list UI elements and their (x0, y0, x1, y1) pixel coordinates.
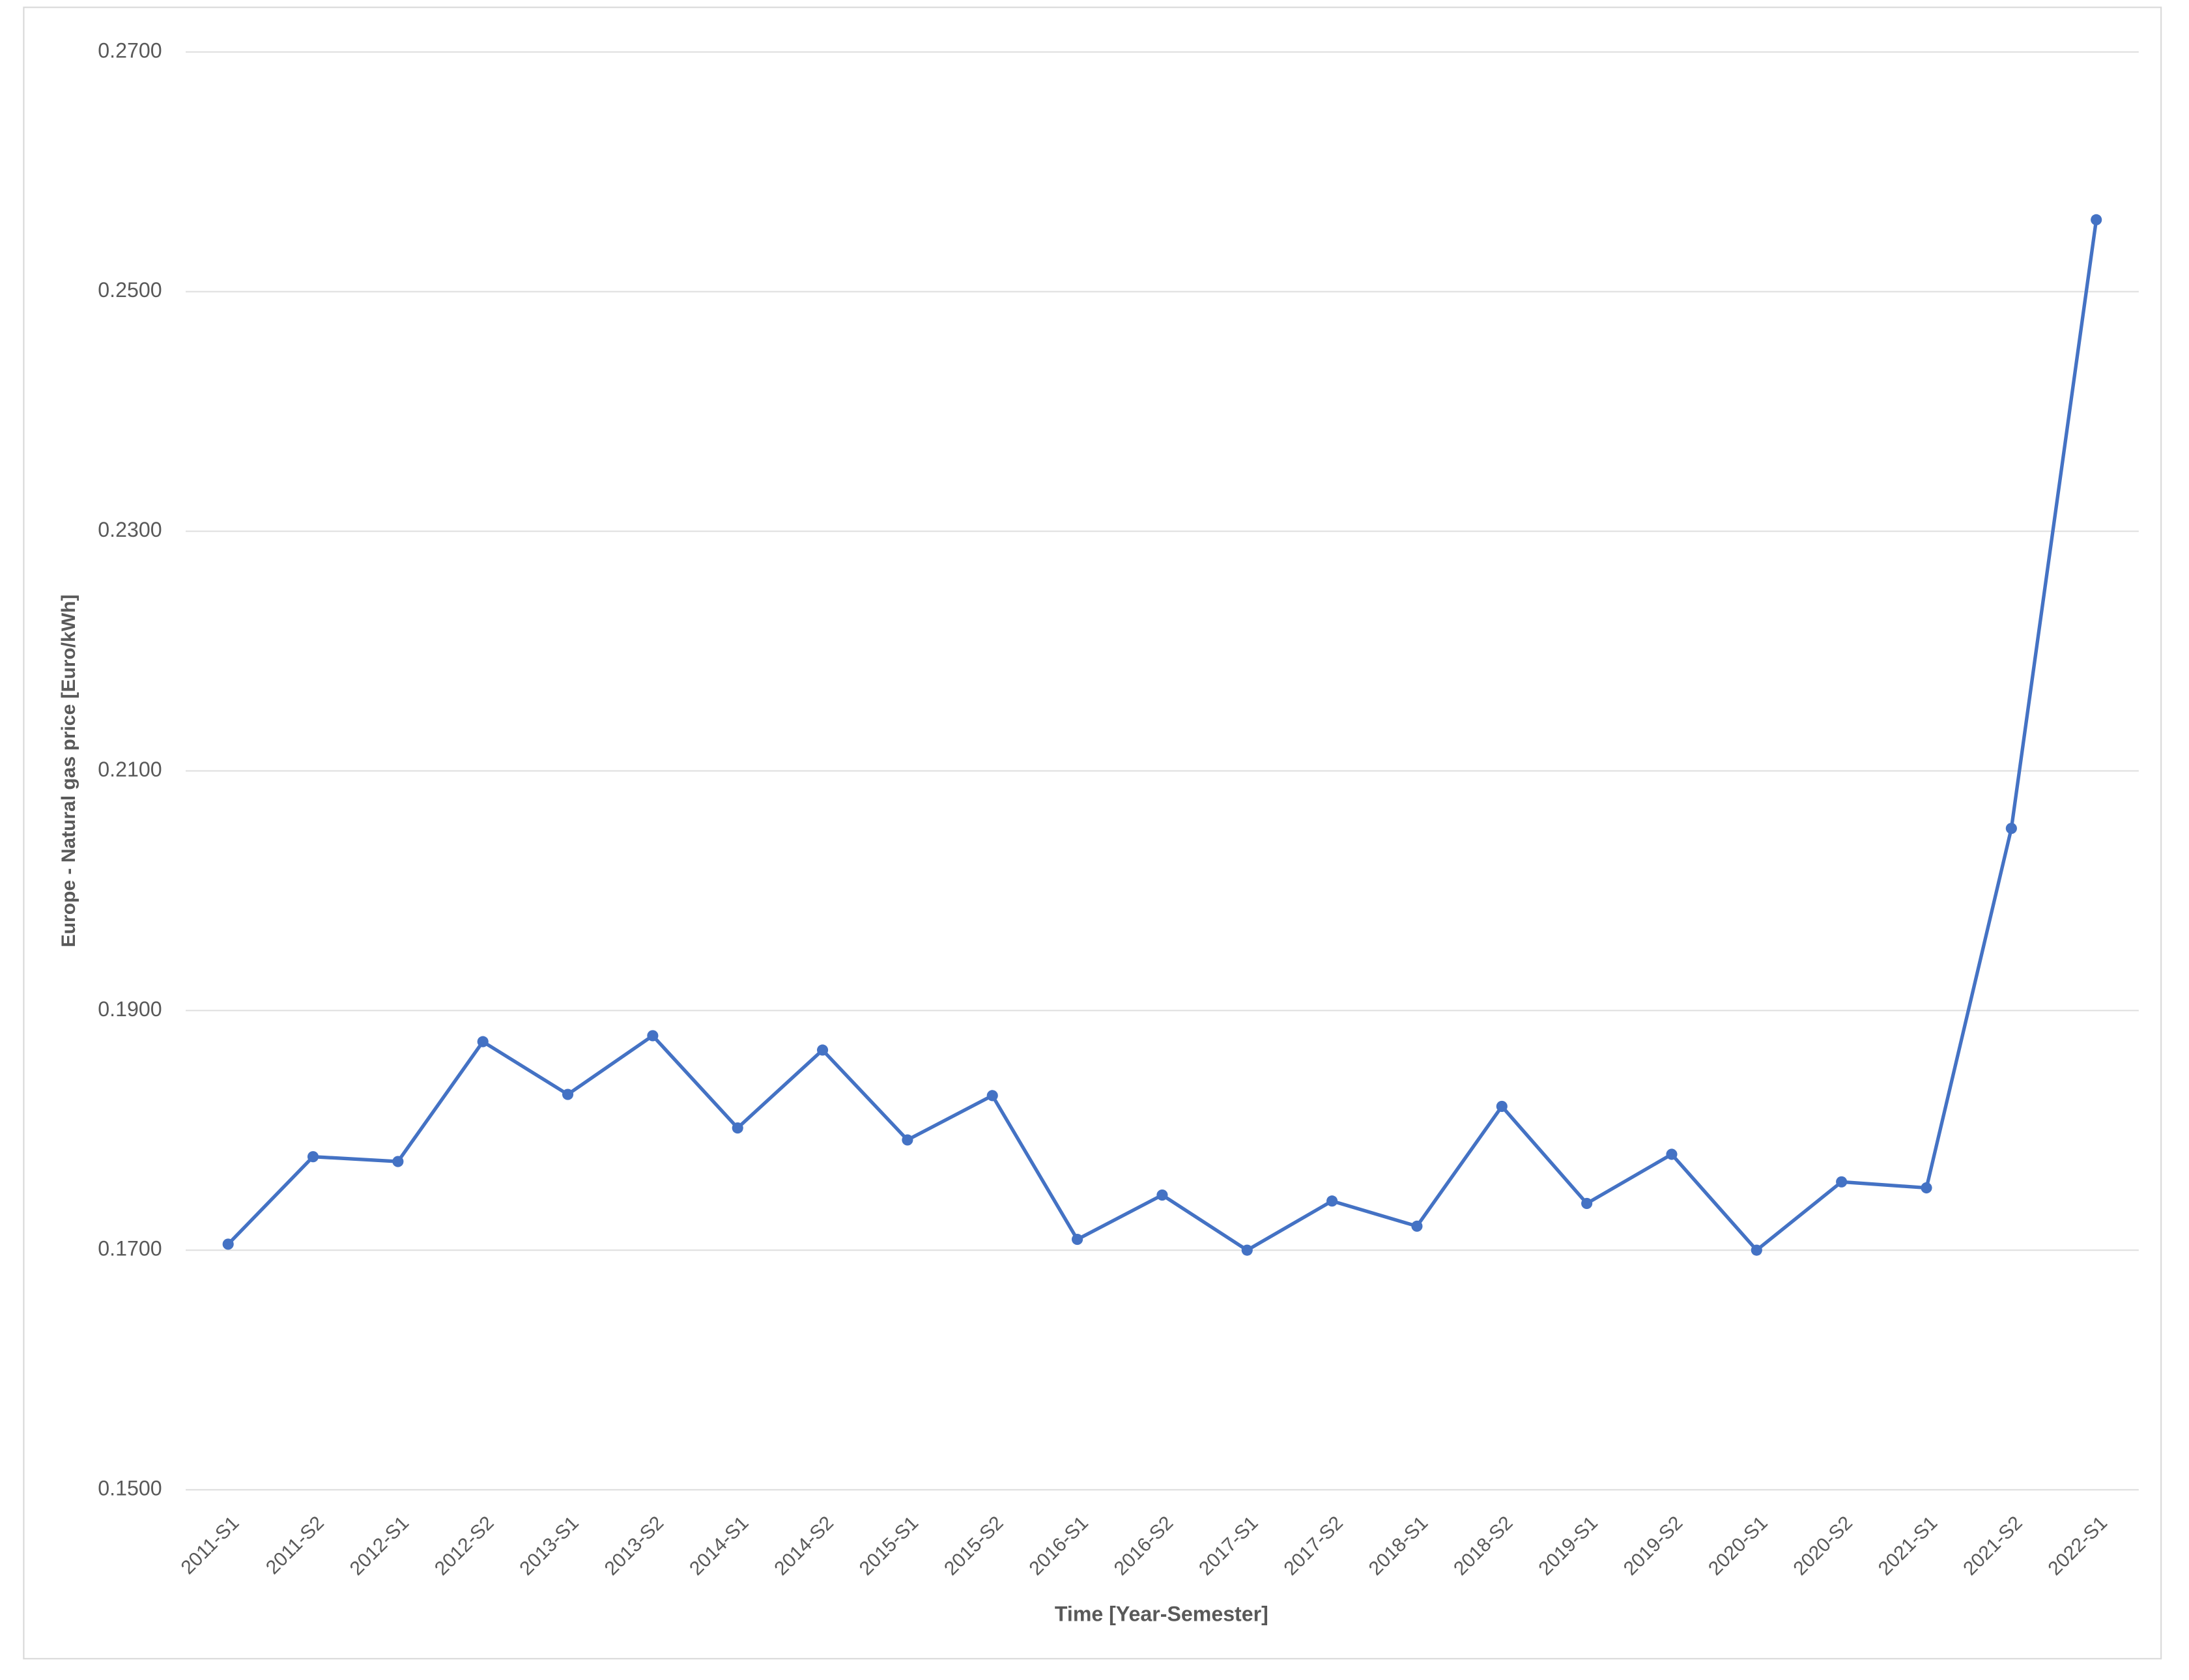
data-point (1581, 1197, 1593, 1209)
y-tick-label: 0.1700 (98, 1237, 162, 1260)
data-point (1836, 1176, 1848, 1188)
y-tick-label: 0.1900 (98, 997, 162, 1021)
y-tick-label: 0.2500 (98, 278, 162, 302)
data-point (1411, 1220, 1423, 1232)
data-point (307, 1151, 319, 1163)
y-tick-label: 0.2700 (98, 38, 162, 62)
data-point (1921, 1182, 1932, 1194)
data-point (1326, 1195, 1338, 1207)
data-point (392, 1156, 404, 1167)
data-point (1751, 1244, 1762, 1256)
data-point (222, 1238, 234, 1250)
data-point (902, 1134, 913, 1146)
chart-border (23, 7, 2162, 1660)
data-point (2005, 823, 2017, 834)
data-point (986, 1090, 998, 1102)
y-axis-label: Europe - Natural gas price [Euro/kWh] (58, 595, 79, 948)
y-tick-label: 0.2100 (98, 758, 162, 781)
y-tick-label: 0.2300 (98, 518, 162, 541)
data-point (1666, 1148, 1678, 1160)
data-point (647, 1030, 659, 1042)
data-point (477, 1036, 489, 1047)
y-tick-label: 0.1500 (98, 1476, 162, 1500)
data-point (1156, 1189, 1168, 1201)
data-point (1241, 1244, 1253, 1256)
data-point (2091, 214, 2102, 225)
data-point (562, 1089, 574, 1100)
data-point (1496, 1100, 1508, 1112)
data-point (1072, 1234, 1083, 1246)
data-point (816, 1044, 829, 1056)
data-point (732, 1122, 743, 1134)
x-axis-label: Time [Year-Semester] (1055, 1602, 1268, 1625)
